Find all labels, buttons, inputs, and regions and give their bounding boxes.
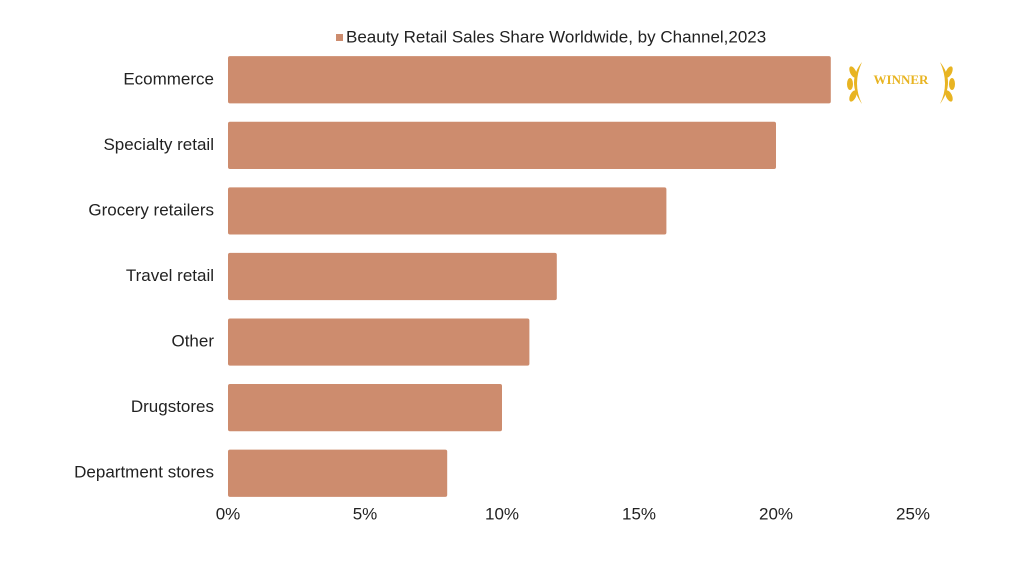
y-tick-label: Ecommerce	[123, 69, 214, 88]
bar	[228, 56, 831, 104]
x-tick-label: 25%	[896, 504, 930, 523]
winner-badge: WINNER	[847, 62, 955, 104]
bar	[228, 384, 502, 432]
y-tick-label: Drugstores	[131, 397, 214, 416]
bar	[228, 187, 667, 235]
leaf	[849, 66, 857, 78]
badge-text: WINNER	[874, 72, 930, 87]
y-tick-label: Specialty retail	[103, 135, 214, 154]
leaf	[945, 66, 953, 78]
x-tick-label: 10%	[485, 504, 519, 523]
x-tick-label: 0%	[216, 504, 241, 523]
x-tick-label: 20%	[759, 504, 793, 523]
x-tick-label: 15%	[622, 504, 656, 523]
legend-swatch	[336, 34, 343, 41]
leaf	[847, 78, 853, 90]
bar	[228, 252, 557, 301]
legend-label: Beauty Retail Sales Share Worldwide, by …	[346, 27, 766, 46]
bar	[228, 449, 448, 497]
leaf	[949, 78, 955, 90]
y-tick-label: Grocery retailers	[88, 200, 214, 219]
y-tick-label: Department stores	[74, 463, 214, 482]
y-tick-label: Travel retail	[126, 266, 214, 285]
leaf	[945, 90, 953, 102]
bar	[228, 318, 530, 366]
bar	[228, 121, 776, 169]
y-tick-label: Other	[171, 332, 214, 351]
x-tick-label: 5%	[353, 504, 378, 523]
leaf	[849, 90, 857, 102]
